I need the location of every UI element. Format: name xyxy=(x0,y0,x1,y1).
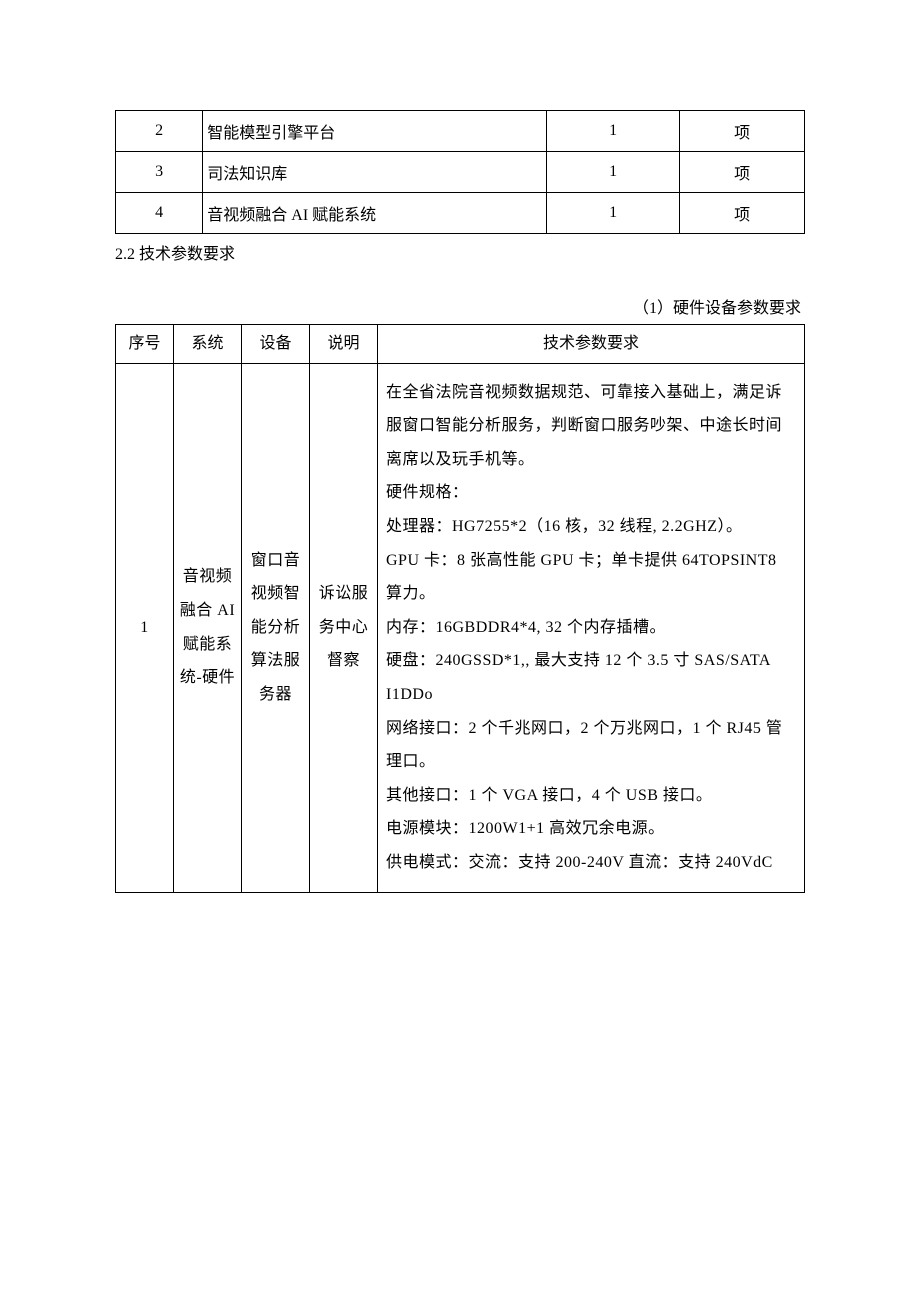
header-desc: 说明 xyxy=(310,325,378,364)
item-no: 4 xyxy=(116,193,203,234)
item-unit: 项 xyxy=(680,193,805,234)
spec-no: 1 xyxy=(116,363,174,892)
item-no: 2 xyxy=(116,111,203,152)
spec-requirements: 在全省法院音视频数据规范、可靠接入基础上，满足诉服窗口智能分析服务，判断窗口服务… xyxy=(378,363,805,892)
header-device: 设备 xyxy=(242,325,310,364)
table-row: 4 音视频融合 AI 赋能系统 1 项 xyxy=(116,193,805,234)
subsection-note: （1）硬件设备参数要求 xyxy=(115,294,801,318)
item-qty: 1 xyxy=(546,152,679,193)
item-name: 司法知识库 xyxy=(203,152,547,193)
table-row: 3 司法知识库 1 项 xyxy=(116,152,805,193)
item-name: 音视频融合 AI 赋能系统 xyxy=(203,193,547,234)
item-qty: 1 xyxy=(546,111,679,152)
items-table: 2 智能模型引擎平台 1 项 3 司法知识库 1 项 4 音视频融合 AI 赋能… xyxy=(115,110,805,234)
spec-table-row: 1 音视频融合 AI 赋能系统-硬件 窗口音视频智能分析算法服务器 诉讼服务中心… xyxy=(116,363,805,892)
table-row: 2 智能模型引擎平台 1 项 xyxy=(116,111,805,152)
header-spec: 技术参数要求 xyxy=(378,325,805,364)
spec-system: 音视频融合 AI 赋能系统-硬件 xyxy=(174,363,242,892)
spec-table-header-row: 序号 系统 设备 说明 技术参数要求 xyxy=(116,325,805,364)
item-name: 智能模型引擎平台 xyxy=(203,111,547,152)
spec-table: 序号 系统 设备 说明 技术参数要求 1 音视频融合 AI 赋能系统-硬件 窗口… xyxy=(115,324,805,893)
item-qty: 1 xyxy=(546,193,679,234)
header-no: 序号 xyxy=(116,325,174,364)
spec-device: 窗口音视频智能分析算法服务器 xyxy=(242,363,310,892)
item-unit: 项 xyxy=(680,152,805,193)
header-system: 系统 xyxy=(174,325,242,364)
spec-desc: 诉讼服务中心督察 xyxy=(310,363,378,892)
item-unit: 项 xyxy=(680,111,805,152)
section-heading: 2.2 技术参数要求 xyxy=(115,240,805,264)
item-no: 3 xyxy=(116,152,203,193)
